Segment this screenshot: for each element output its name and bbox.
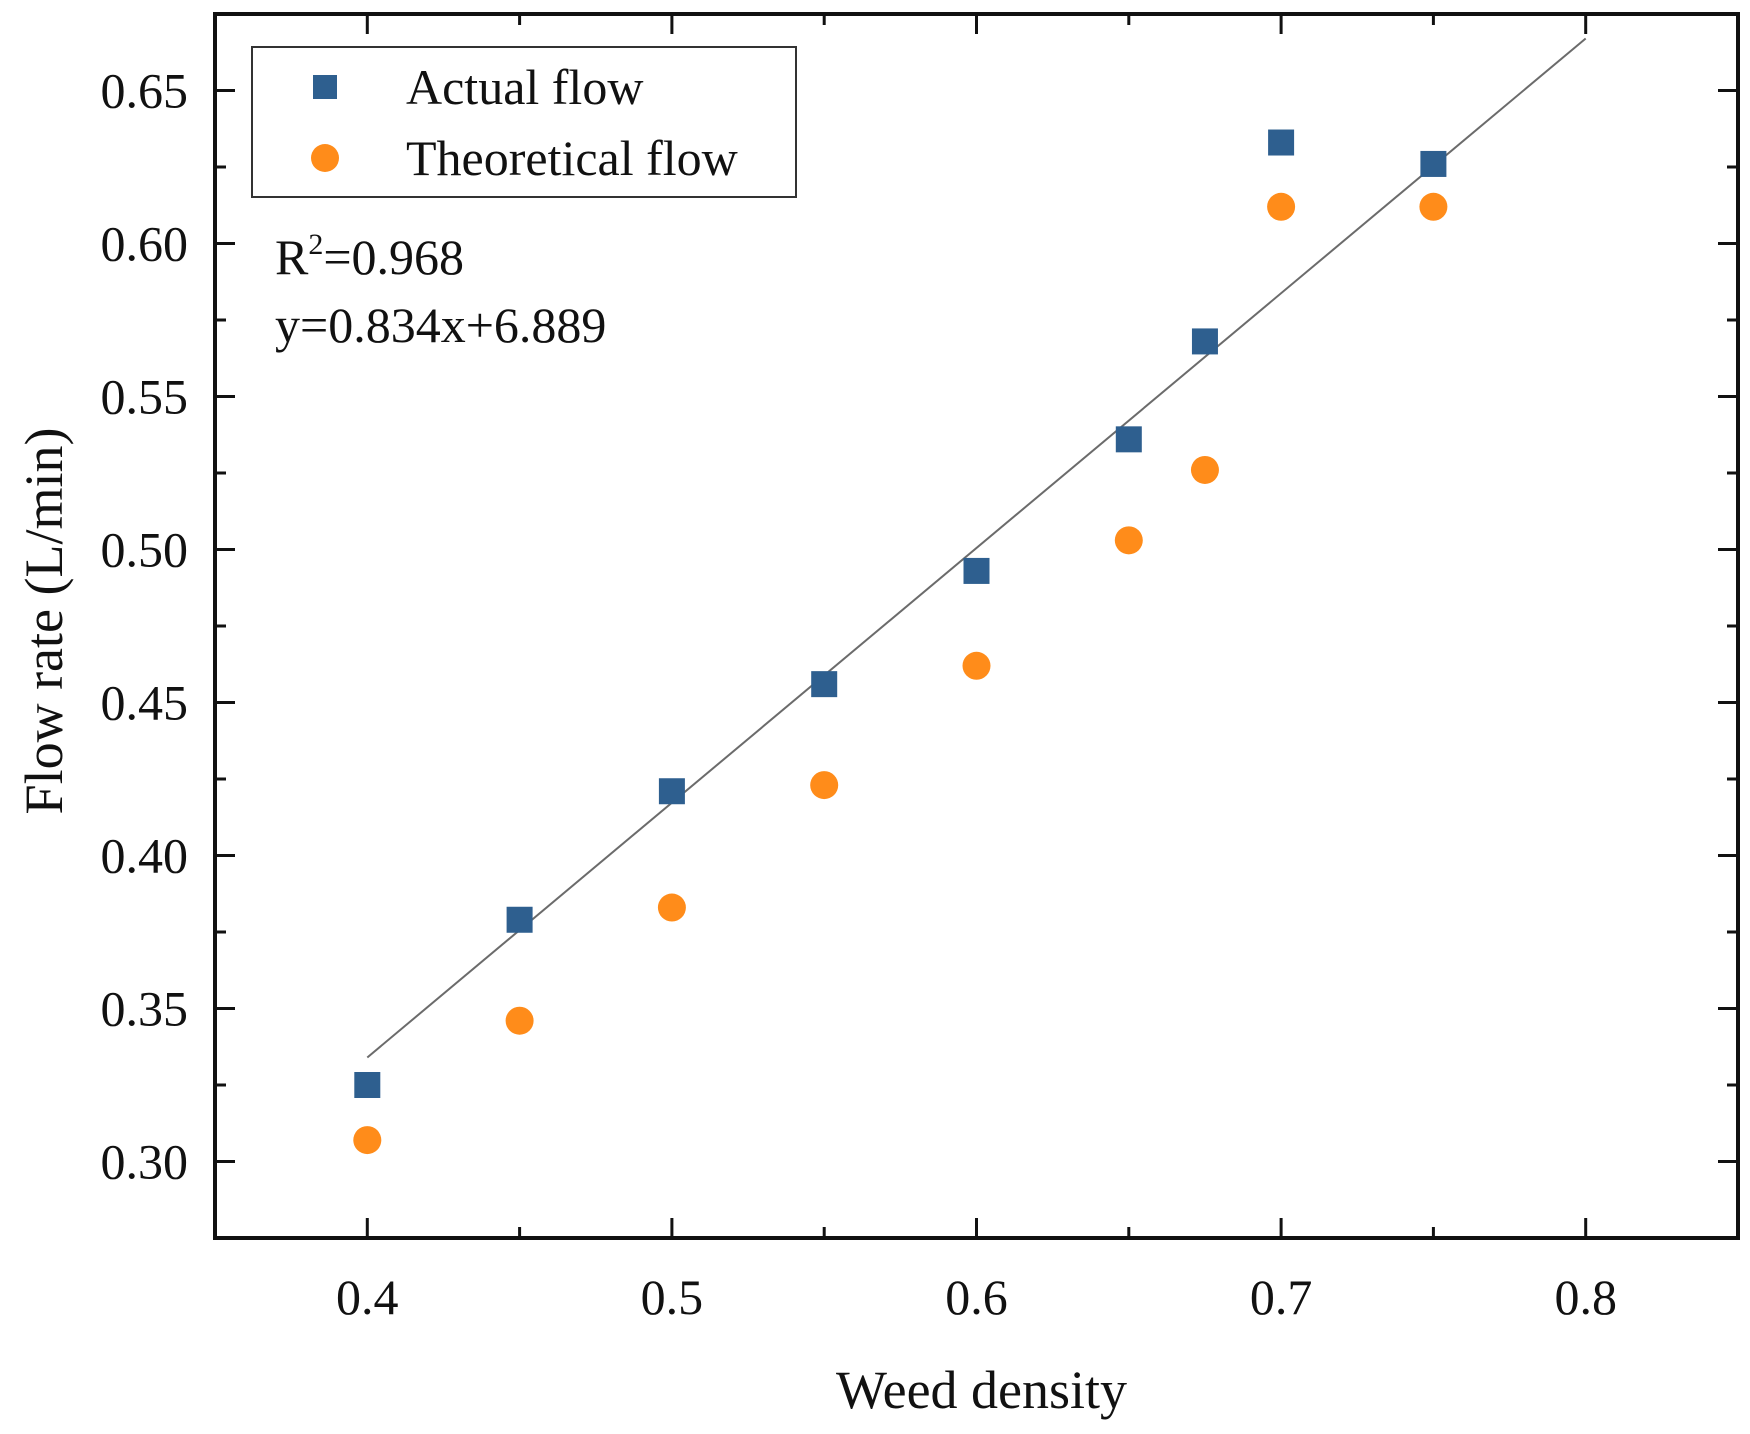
r-squared-superscript: 2 bbox=[308, 228, 323, 261]
x-tick-label: 0.8 bbox=[1554, 1269, 1617, 1325]
x-axis-label: Weed density bbox=[836, 1360, 1127, 1420]
y-tick-label: 0.30 bbox=[101, 1134, 189, 1190]
y-tick-label: 0.55 bbox=[101, 369, 189, 425]
data-point-actual-flow bbox=[1191, 328, 1218, 355]
legend-label-theoretical-flow: Theoretical flow bbox=[406, 130, 738, 186]
y-tick-label: 0.65 bbox=[101, 63, 189, 119]
y-tick-label: 0.50 bbox=[101, 522, 189, 578]
data-point-theoretical-flow bbox=[1190, 455, 1219, 484]
data-point-theoretical-flow bbox=[505, 1006, 534, 1035]
y-tick-label: 0.60 bbox=[101, 216, 189, 272]
r-squared-base: R bbox=[275, 229, 309, 285]
legend-label-actual-flow: Actual flow bbox=[406, 59, 643, 115]
legend-marker-theoretical-flow bbox=[311, 144, 339, 172]
y-tick-label: 0.45 bbox=[101, 675, 189, 731]
data-point-actual-flow bbox=[1420, 150, 1447, 177]
data-point-actual-flow bbox=[506, 906, 533, 933]
x-tick-label: 0.4 bbox=[336, 1269, 399, 1325]
fit-line bbox=[366, 37, 1587, 1059]
equation-annotation: y=0.834x+6.889 bbox=[275, 297, 606, 353]
r-squared-annotation: R2=0.968 bbox=[275, 228, 464, 285]
y-tick-label: 0.35 bbox=[101, 981, 189, 1037]
y-tick-label: 0.40 bbox=[101, 828, 189, 884]
data-point-actual-flow bbox=[658, 778, 685, 805]
x-tick-label: 0.5 bbox=[641, 1269, 704, 1325]
data-point-theoretical-flow bbox=[1114, 526, 1143, 555]
data-point-actual-flow bbox=[1115, 426, 1142, 453]
x-tick-label: 0.7 bbox=[1250, 1269, 1313, 1325]
legend-box bbox=[251, 46, 797, 198]
series-layer bbox=[353, 129, 1448, 1155]
y-axis-label: Flow rate (L/min) bbox=[14, 428, 74, 815]
x-tick-label: 0.6 bbox=[945, 1269, 1008, 1325]
data-point-theoretical-flow bbox=[810, 771, 839, 800]
r-squared-value: =0.968 bbox=[323, 229, 464, 285]
tick-layer: 0.4 0.5 0.6 0.7 0.8 0.30 0.35 0.40 0.45 0.50 0.55 0… bbox=[101, 12, 1740, 1325]
data-point-actual-flow bbox=[811, 671, 838, 698]
data-point-theoretical-flow bbox=[657, 893, 686, 922]
data-point-actual-flow bbox=[1268, 129, 1295, 156]
data-point-theoretical-flow bbox=[962, 651, 991, 680]
data-point-actual-flow bbox=[963, 557, 990, 584]
data-point-theoretical-flow bbox=[353, 1126, 382, 1155]
legend-marker-actual-flow bbox=[313, 75, 337, 99]
legend: Actual flow Theoretical flow bbox=[251, 46, 797, 198]
data-point-theoretical-flow bbox=[1267, 192, 1296, 221]
data-point-theoretical-flow bbox=[1419, 192, 1448, 221]
data-point-actual-flow bbox=[354, 1072, 381, 1098]
